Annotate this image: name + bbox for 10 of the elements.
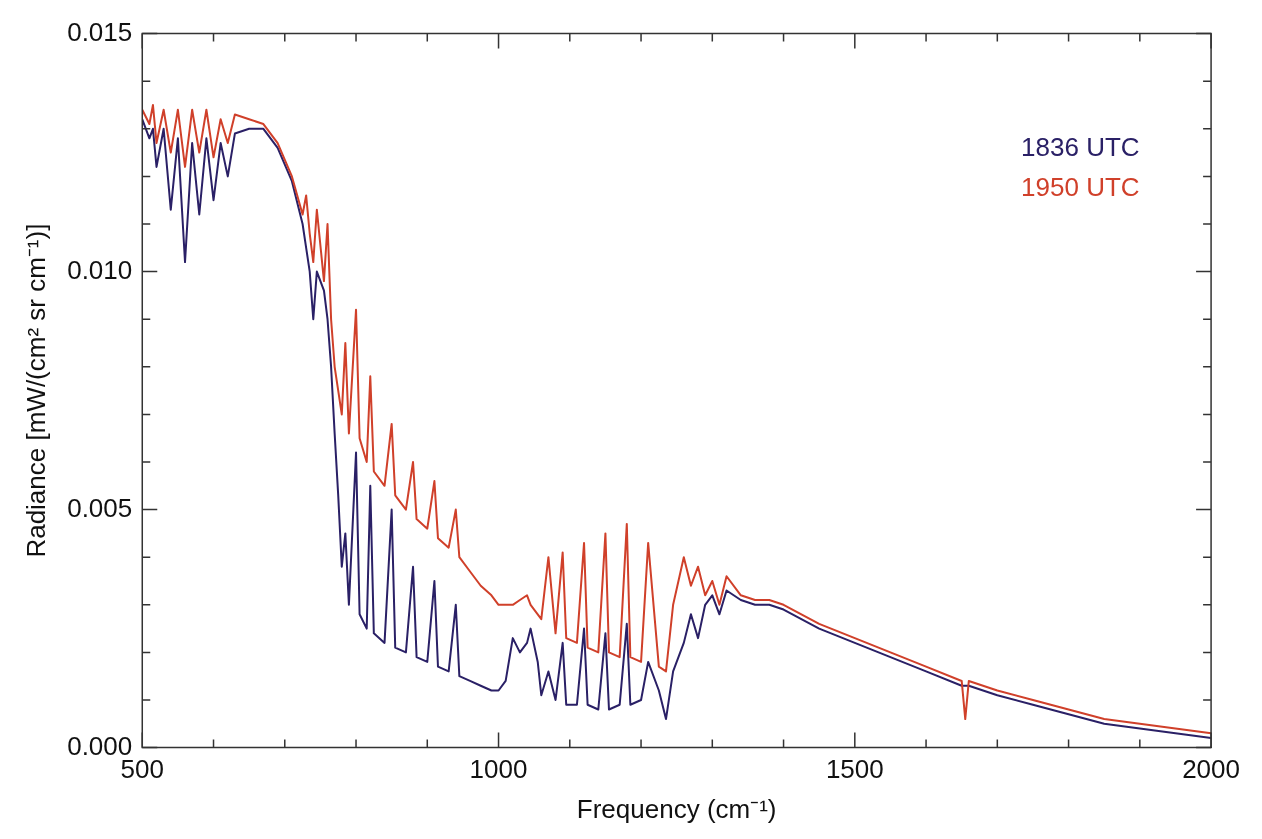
y-tick-label: 0.010 — [67, 254, 133, 285]
x-tick-label: 1500 — [825, 754, 884, 785]
y-axis-title: Radiance [mW/(cm² sr cm⁻¹)] — [20, 223, 51, 558]
x-axis-title: Frequency (cm⁻¹) — [576, 793, 777, 824]
x-tick-label: 1000 — [469, 754, 528, 785]
text: 1950 UTC — [1021, 171, 1140, 202]
y-tick-label: 0.005 — [67, 492, 133, 523]
y-tick-label: 0.015 — [67, 16, 133, 47]
x-tick-label: 2000 — [1182, 754, 1240, 785]
text: 1836 UTC — [1021, 131, 1140, 162]
